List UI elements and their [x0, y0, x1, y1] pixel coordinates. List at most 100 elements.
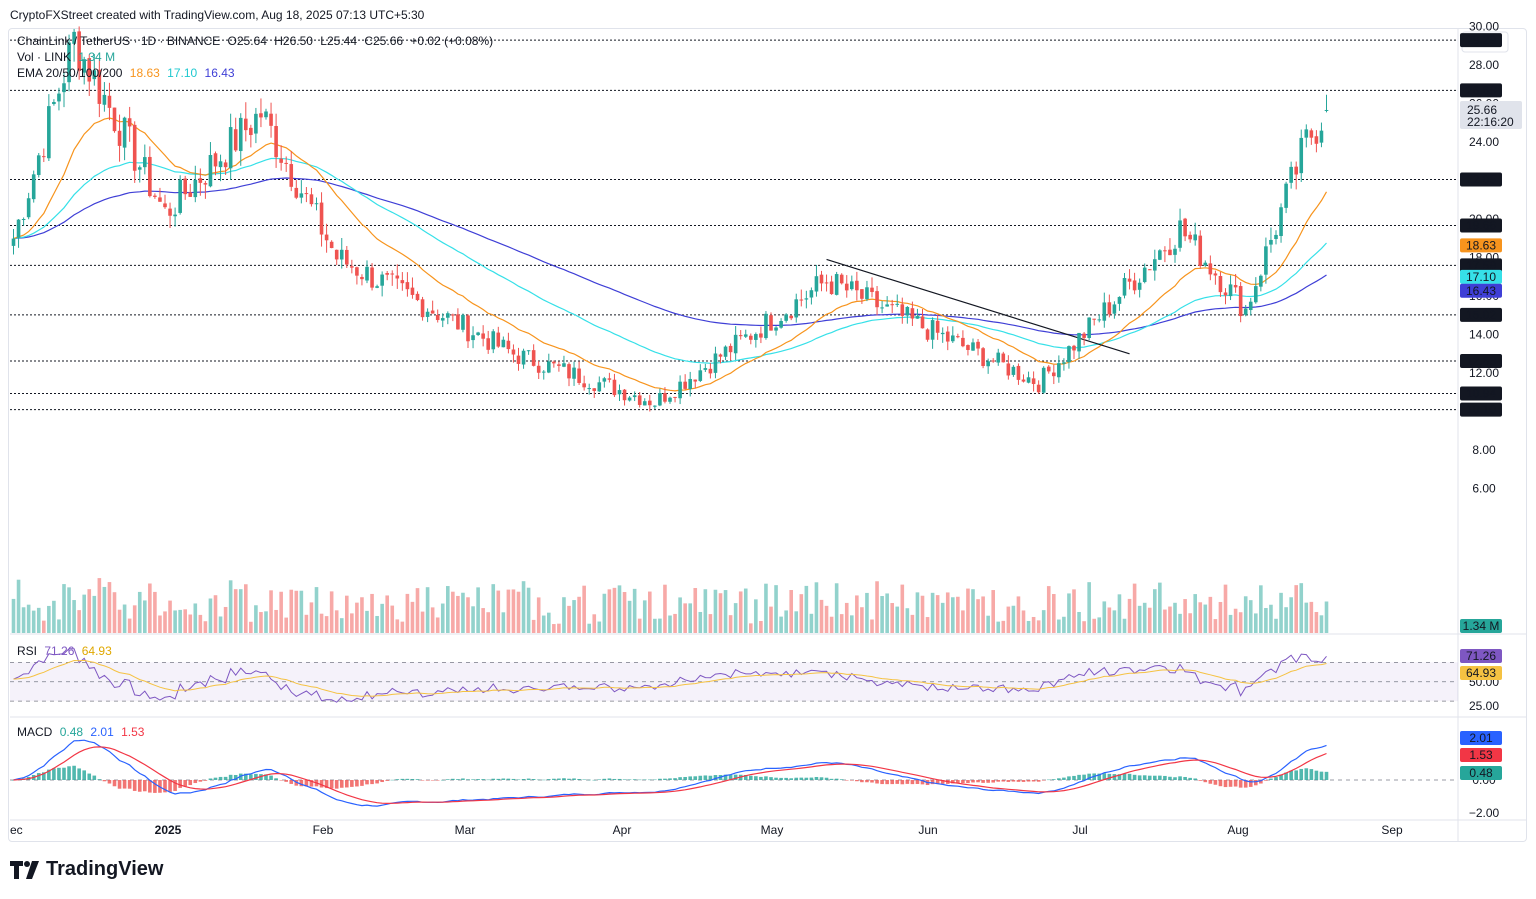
volume-bar [875, 581, 879, 633]
legend-pair[interactable]: ChainLink / TetherUS · 1D · BINANCE [17, 34, 221, 48]
macd-histogram-bar [1016, 780, 1021, 782]
volume-bar [749, 623, 753, 633]
legend-ema-row: EMA 20/50/100/200 18.63 17.10 16.43 [17, 66, 239, 80]
legend-ema-label[interactable]: EMA 20/50/100/200 [17, 66, 123, 80]
volume-bar [1132, 583, 1137, 633]
macd-histogram-bar [996, 780, 1001, 782]
volume-bar [380, 603, 384, 633]
volume-bar [122, 604, 127, 633]
volume-bar [587, 623, 591, 633]
macd-histogram-bar [183, 780, 187, 787]
candle-body [183, 178, 187, 195]
macd-histogram-bar [794, 777, 799, 780]
legend-vol-label[interactable]: Vol · LINK [17, 50, 72, 64]
volume-bar [395, 619, 400, 633]
macd-histogram-bar [57, 767, 61, 780]
macd-histogram-bar [1198, 780, 1203, 781]
macd-histogram-bar [567, 778, 571, 780]
candle-body [284, 162, 288, 164]
macd-histogram-bar [107, 780, 112, 784]
legend-vol-value: 1.34 M [78, 50, 116, 64]
candle-body [289, 164, 294, 187]
candle-body [1127, 278, 1132, 282]
macd-histogram-bar [769, 777, 773, 780]
candle-body [789, 315, 793, 319]
macd-histogram-bar [385, 780, 389, 781]
volume-bar [890, 603, 894, 633]
volume-bar [814, 582, 819, 633]
macd-histogram-bar [723, 774, 728, 780]
legend-low: L25.44 [320, 34, 357, 48]
candle-body [1057, 363, 1061, 378]
volume-bar [87, 589, 92, 633]
macd-histogram-bar [930, 780, 935, 785]
macd-histogram-bar [855, 780, 859, 782]
macd-histogram-bar [380, 780, 384, 783]
candle-body [122, 117, 127, 148]
candle-body [486, 338, 490, 350]
volume-bar [839, 614, 844, 633]
volume-bar [860, 607, 864, 633]
candle-body [380, 274, 384, 286]
volume-bar [339, 618, 344, 633]
candle-body [233, 129, 238, 151]
volume-bar [1299, 583, 1304, 633]
candle-body [511, 349, 516, 355]
volume-bar [1274, 618, 1278, 633]
volume-bar [1153, 589, 1157, 633]
volume-bar [683, 603, 687, 633]
macd-histogram-bar [774, 777, 778, 780]
candle-body [57, 93, 61, 102]
candle-body [1097, 319, 1102, 321]
candle-body [274, 126, 278, 158]
macd-histogram-bar [865, 780, 869, 783]
candle-body [860, 289, 864, 299]
tradingview-logo[interactable]: TradingView [10, 858, 163, 881]
macd-histogram-bar [178, 780, 182, 788]
volume-bar [668, 615, 672, 633]
legend-close: C25.66 [364, 34, 404, 48]
candle-body [254, 113, 258, 134]
rsi-label[interactable]: RSI [17, 644, 38, 658]
macd-histogram-bar [1011, 780, 1016, 782]
macd-signal-value: 1.53 [121, 725, 145, 739]
volume-bar [223, 606, 228, 633]
rsi-tag [1460, 649, 1502, 663]
macd-histogram-bar [208, 778, 213, 780]
macd-histogram-bar [1072, 775, 1076, 780]
volume-bar [1228, 614, 1233, 633]
macd-histogram-bar [733, 774, 738, 780]
volume-bar [612, 587, 617, 633]
level-tag-label: 10.94 [1466, 386, 1496, 400]
macd-histogram-bar [1279, 774, 1283, 780]
macd-histogram-bar [173, 780, 177, 791]
candle-body [339, 249, 344, 260]
volume-bar [637, 618, 642, 633]
macd-histogram-bar [1324, 771, 1329, 780]
ema100-line [13, 177, 1327, 336]
volume-bar [294, 590, 299, 633]
candle-body [1132, 280, 1137, 291]
volume-bar [622, 592, 627, 633]
candle-body [597, 382, 602, 392]
volume-bar [1279, 592, 1283, 633]
macd-histogram-bar [481, 779, 485, 780]
volume-bar [1011, 605, 1016, 633]
macd-label[interactable]: MACD [17, 725, 53, 739]
volume-bar [834, 583, 839, 633]
time-tick-label: 2025 [155, 823, 182, 837]
macd-histogram-bar [350, 780, 354, 787]
volume-bar [617, 585, 622, 633]
candle-body [476, 332, 480, 335]
candle-body [198, 178, 203, 183]
candle-body [996, 352, 1001, 363]
candle-body [107, 95, 112, 108]
volume-bar [1052, 594, 1056, 633]
volume-bar [743, 588, 748, 633]
macd-histogram-bar [420, 780, 425, 781]
volume-bar [1324, 601, 1329, 633]
macd-histogram-bar [72, 765, 76, 780]
macd-histogram-bar [1203, 780, 1208, 783]
volume-bar [410, 601, 415, 633]
